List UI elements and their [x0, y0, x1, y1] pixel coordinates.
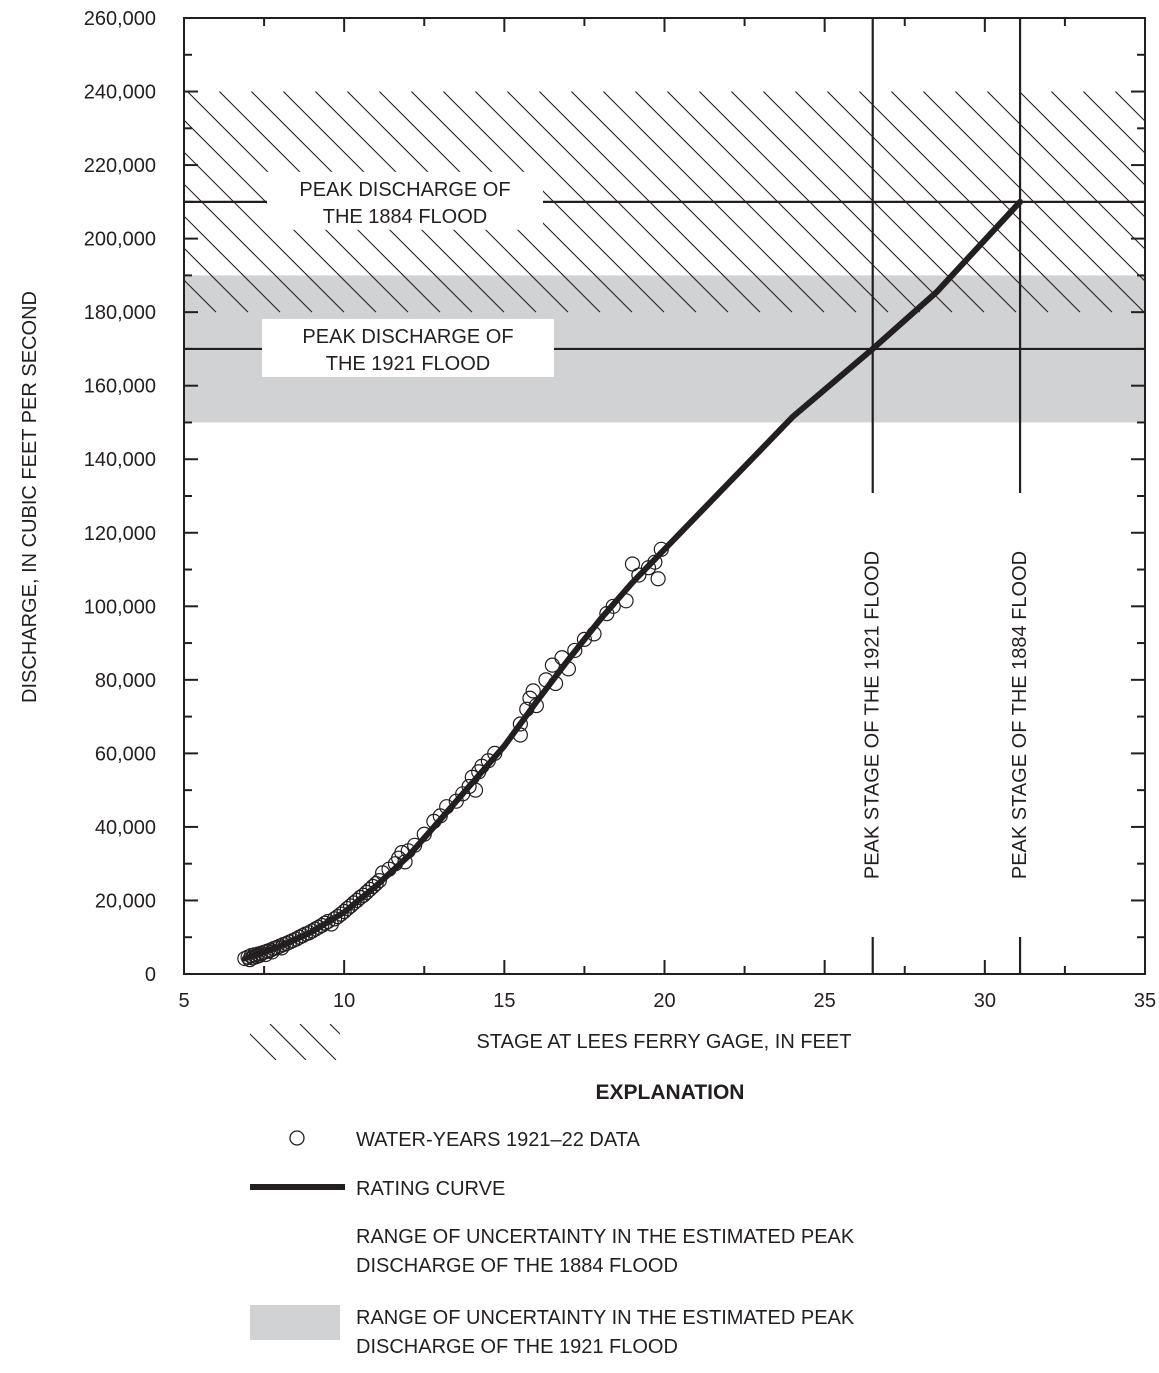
legend-symbol-circle	[289, 1130, 305, 1146]
y-tick-label: 120,000	[84, 523, 156, 545]
data-point	[262, 942, 279, 958]
y-tick-label: 0	[145, 964, 156, 986]
data-point	[394, 845, 410, 861]
legend-symbol-hatch	[250, 1024, 340, 1060]
data-point	[586, 626, 602, 642]
legend-title: EXPLANATION	[596, 1081, 745, 1104]
peak-discharge-label: PEAK DISCHARGE OF	[299, 179, 510, 201]
y-tick-label: 260,000	[84, 8, 156, 30]
y-axis-title: DISCHARGE, IN CUBIC FEET PER SECOND	[19, 291, 41, 703]
hatch-line	[184, 311, 185, 313]
peak-stage-label: PEAK STAGE OF THE 1884 FLOOD	[1009, 551, 1031, 879]
hatch-line	[184, 215, 281, 313]
hatch-line	[329, 1024, 340, 1035]
data-point	[487, 745, 503, 761]
legend-label: DISCHARGE OF THE 1884 FLOOD	[356, 1255, 678, 1277]
x-tick-label: 25	[814, 990, 836, 1012]
y-tick-label: 220,000	[84, 155, 156, 177]
data-point	[317, 915, 333, 931]
hatch-line	[269, 1024, 307, 1060]
data-point	[618, 593, 634, 609]
data-point	[274, 940, 290, 956]
y-tick-label: 20,000	[95, 890, 156, 912]
y-tick-label: 60,000	[95, 743, 156, 765]
data-point	[320, 913, 336, 930]
data-point	[567, 642, 583, 659]
data-point	[272, 938, 288, 954]
peak-discharge-label: THE 1921 FLOOD	[326, 353, 491, 375]
data-point	[519, 701, 535, 717]
peak-discharge-label: PEAK DISCHARGE OF	[302, 326, 513, 348]
data-point	[576, 631, 593, 648]
data-point	[397, 854, 413, 870]
x-axis-title: STAGE AT LEES FERRY GAGE, IN FEET	[477, 1031, 852, 1053]
data-point	[538, 672, 554, 688]
legend-label: RATING CURVE	[356, 1178, 505, 1200]
hatch-line	[1147, 92, 1159, 313]
data-point	[631, 567, 647, 583]
legend-symbol-gray-box	[250, 1305, 340, 1340]
hatch-line	[184, 247, 249, 313]
peak-stage-label: PEAK STAGE OF THE 1921 FLOOD	[862, 551, 884, 879]
data-point	[258, 946, 274, 963]
data-point	[371, 873, 388, 889]
data-point	[407, 837, 423, 853]
legend-label: RANGE OF UNCERTAINTY IN THE ESTIMATED PE…	[356, 1226, 855, 1248]
peak-discharge-label: THE 1884 FLOOD	[323, 206, 488, 228]
annotation-box	[856, 493, 889, 937]
x-tick-label: 5	[178, 990, 189, 1012]
y-tick-label: 140,000	[84, 449, 156, 471]
explanation-legend: EXPLANATION WATER-YEARS 1921–22 DATA RATIN…	[250, 1024, 855, 1358]
annotation-box	[262, 318, 554, 377]
data-point	[560, 661, 577, 677]
y-tick-label: 80,000	[95, 670, 156, 692]
y-tick-label: 240,000	[84, 82, 156, 104]
plot-frame	[183, 17, 1146, 975]
legend-label: DISCHARGE OF THE 1921 FLOOD	[356, 1336, 678, 1358]
y-tick-label: 160,000	[84, 376, 156, 398]
data-point	[528, 697, 544, 714]
y-tick-label: 100,000	[84, 596, 156, 618]
hatch-line	[299, 1024, 337, 1060]
x-tick-label: 35	[1134, 990, 1156, 1012]
x-tick-label: 30	[974, 990, 996, 1012]
data-point	[512, 727, 528, 743]
hatch-line	[1082, 91, 1145, 154]
y-tick-label: 180,000	[84, 302, 156, 324]
data-point	[544, 657, 560, 673]
data-point	[650, 571, 666, 587]
data-point	[416, 826, 432, 842]
data-point	[624, 556, 641, 572]
x-tick-label: 20	[653, 990, 675, 1012]
data-point	[547, 675, 564, 692]
data-point	[512, 716, 528, 732]
data-point	[653, 541, 669, 557]
legend-label: RANGE OF UNCERTAINTY IN THE ESTIMATED PE…	[356, 1307, 855, 1329]
annotation-box	[1004, 493, 1037, 937]
hatch-line	[250, 1033, 277, 1060]
y-tick-label: 200,000	[84, 229, 156, 251]
legend-label: WATER-YEARS 1921–22 DATA	[356, 1129, 640, 1151]
x-tick-label: 15	[493, 990, 515, 1012]
data-point	[525, 683, 541, 699]
y-tick-label: 40,000	[95, 817, 156, 839]
x-tick-label: 10	[333, 990, 355, 1012]
data-point	[439, 799, 455, 815]
data-point	[467, 782, 484, 798]
hatch-line	[1050, 91, 1145, 186]
annotation-box	[267, 171, 543, 230]
data-point	[264, 944, 280, 960]
data-point	[605, 598, 621, 614]
data-point	[647, 554, 663, 570]
